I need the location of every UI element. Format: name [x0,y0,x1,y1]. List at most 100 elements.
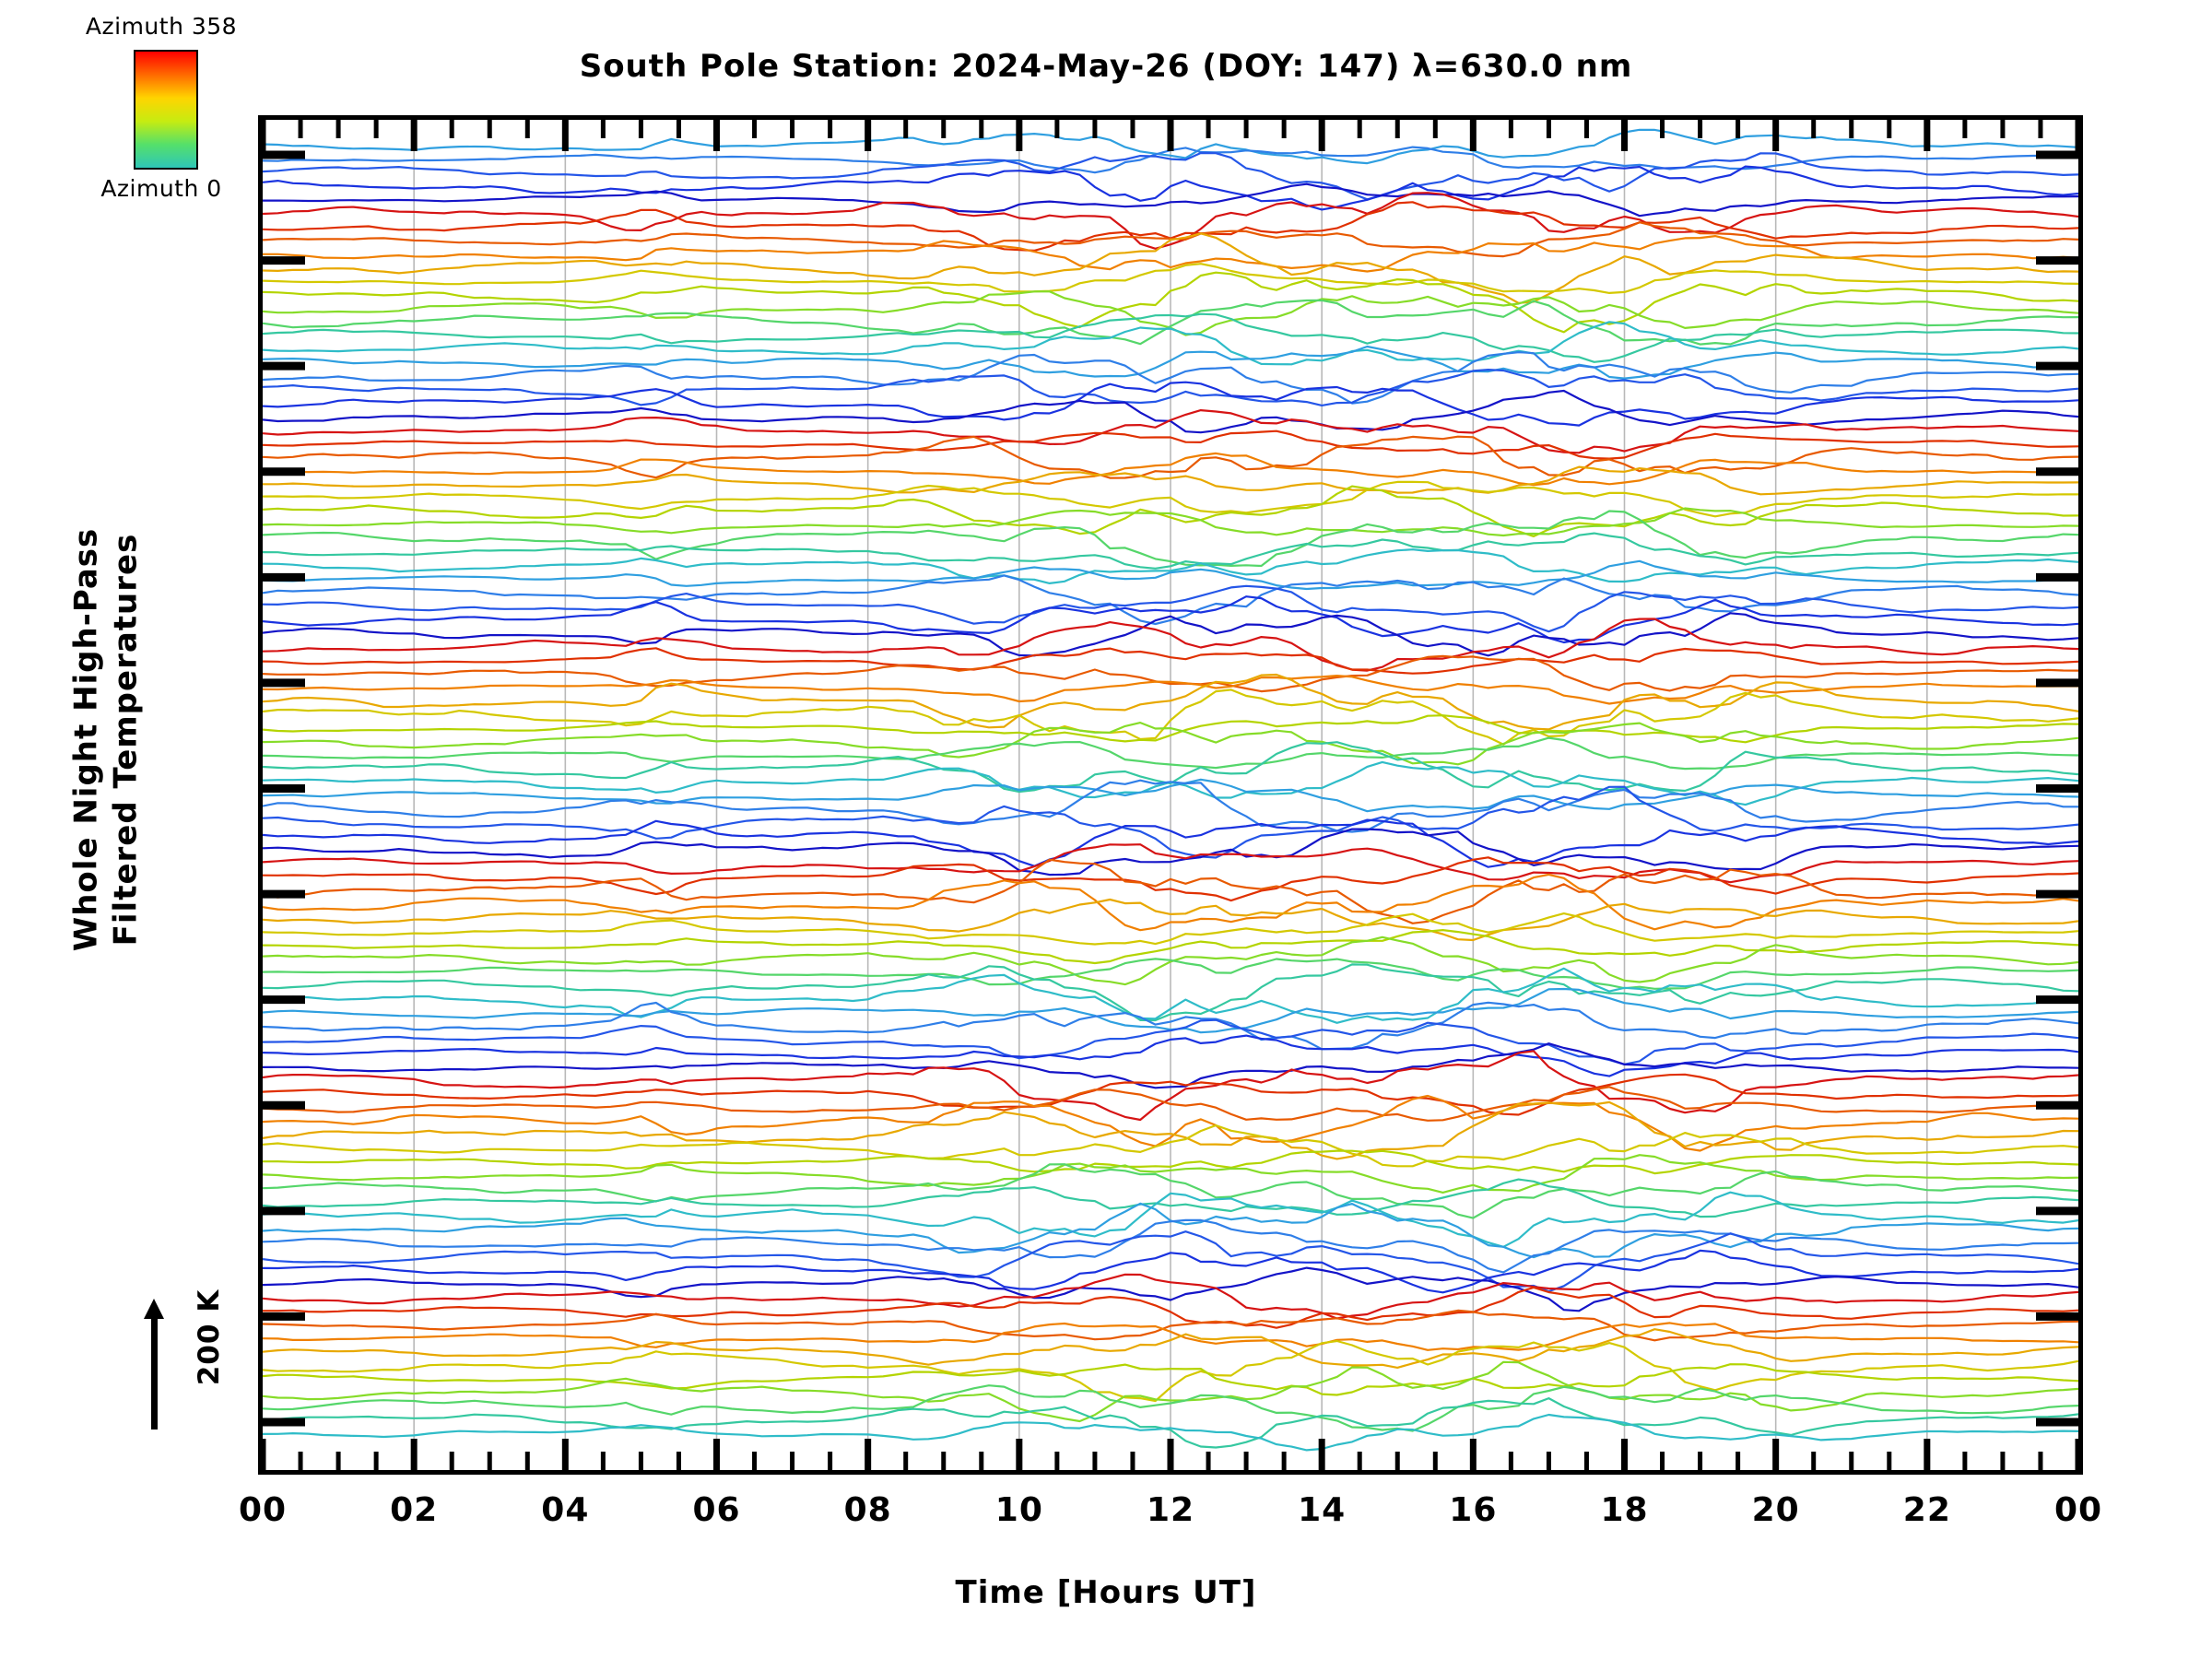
x-tick-label: 12 [1146,1491,1195,1529]
data-trace [263,674,2078,705]
x-tick-label: 18 [1600,1491,1649,1529]
data-trace [263,928,2078,965]
data-trace [263,559,2078,591]
plot-frame [258,115,2083,1475]
data-trace [263,1073,2078,1116]
y-axis-label: Whole Night High-Pass Filtered Temperatu… [67,418,146,1063]
data-trace [263,1266,2078,1312]
data-trace [263,688,2078,746]
axis-ticks [263,120,2078,1470]
data-trace [263,574,2078,626]
colorbar-max-label: Azimuth 358 [85,13,238,40]
scale-bar: 200 K [138,1289,240,1442]
data-trace [263,351,2078,405]
data-trace [263,647,2078,675]
data-trace [263,1100,2078,1160]
data-trace [263,618,2078,672]
data-trace [263,654,2078,693]
data-trace [263,843,2078,884]
data-traces [263,128,2078,1452]
data-trace [263,263,2078,294]
x-tick-label: 00 [238,1491,288,1529]
data-trace [263,828,2078,877]
x-tick-label: 00 [2053,1491,2103,1529]
data-trace [263,1178,2078,1218]
data-trace [263,714,2078,744]
data-trace [263,321,2078,366]
data-trace [263,1273,2078,1320]
data-trace [263,1018,2078,1065]
scale-bar-label: 200 K [193,1288,226,1386]
data-trace [263,673,2078,731]
data-trace [263,1360,2078,1423]
data-trace [263,1413,2078,1452]
data-trace [263,165,2078,211]
data-trace [263,963,2078,1022]
data-trace [263,856,2078,902]
colorbar-min-label: Azimuth 0 [100,175,222,202]
x-tick-label: 06 [692,1491,741,1529]
data-trace [263,1328,2078,1370]
data-trace [263,1218,2078,1274]
data-trace [263,221,2078,258]
data-trace [263,435,2078,479]
plot-area [263,120,2078,1470]
data-trace [263,1286,2078,1329]
scale-bar-line [151,1312,158,1430]
data-trace [263,465,2078,496]
data-trace [263,312,2078,363]
scale-bar-arrow-icon [144,1299,164,1319]
data-trace [263,1154,2078,1194]
data-trace [263,1042,2078,1089]
data-trace [263,873,2078,932]
data-trace [263,1149,2078,1175]
data-trace [263,1124,2078,1168]
data-trace [263,192,2078,250]
data-trace [263,967,2078,1024]
data-trace [263,1094,2078,1152]
data-trace [263,151,2078,201]
data-trace [263,785,2078,859]
x-tick-label: 22 [1902,1491,1951,1529]
data-trace [263,595,2078,644]
data-trace [263,232,2078,304]
data-trace [263,299,2078,346]
data-trace [263,182,2078,218]
data-trace [263,1309,2078,1342]
data-trace [263,935,2078,986]
data-trace [263,779,2078,833]
data-trace [263,1230,2078,1293]
data-trace [263,721,2078,766]
data-trace [263,1249,2078,1294]
data-trace [263,1322,2078,1351]
data-trace [263,1384,2078,1432]
data-trace [263,510,2078,568]
data-trace [263,1396,2078,1449]
x-tick-label: 08 [843,1491,892,1529]
page-title: South Pole Station: 2024-May-26 (DOY: 14… [579,48,1633,85]
data-trace [263,369,2078,406]
data-trace [263,507,2078,537]
colorbar-gradient [134,50,198,170]
x-tick-label: 16 [1449,1491,1498,1529]
data-trace [263,898,2078,942]
y-axis-label-line1: Whole Night High-Pass [67,527,105,952]
data-trace [263,1086,2078,1122]
data-trace [263,381,2078,427]
x-axis-tick-labels: 00 02 04 06 08 10 12 14 16 18 20 22 00 [239,1491,2101,1547]
data-trace [263,532,2078,570]
data-trace [263,912,2078,946]
data-trace [263,429,2078,460]
data-trace [263,958,2078,990]
data-trace [263,271,2078,334]
x-tick-label: 14 [1298,1491,1347,1529]
x-tick-label: 04 [541,1491,590,1529]
data-trace [263,1050,2078,1122]
data-trace [263,612,2078,657]
x-axis-label: Time [Hours UT] [955,1574,1257,1611]
data-trace [263,409,2078,454]
data-trace [263,1163,2078,1219]
x-tick-label: 20 [1751,1491,1800,1529]
x-tick-label: 10 [994,1491,1043,1529]
data-trace [263,1339,2078,1403]
